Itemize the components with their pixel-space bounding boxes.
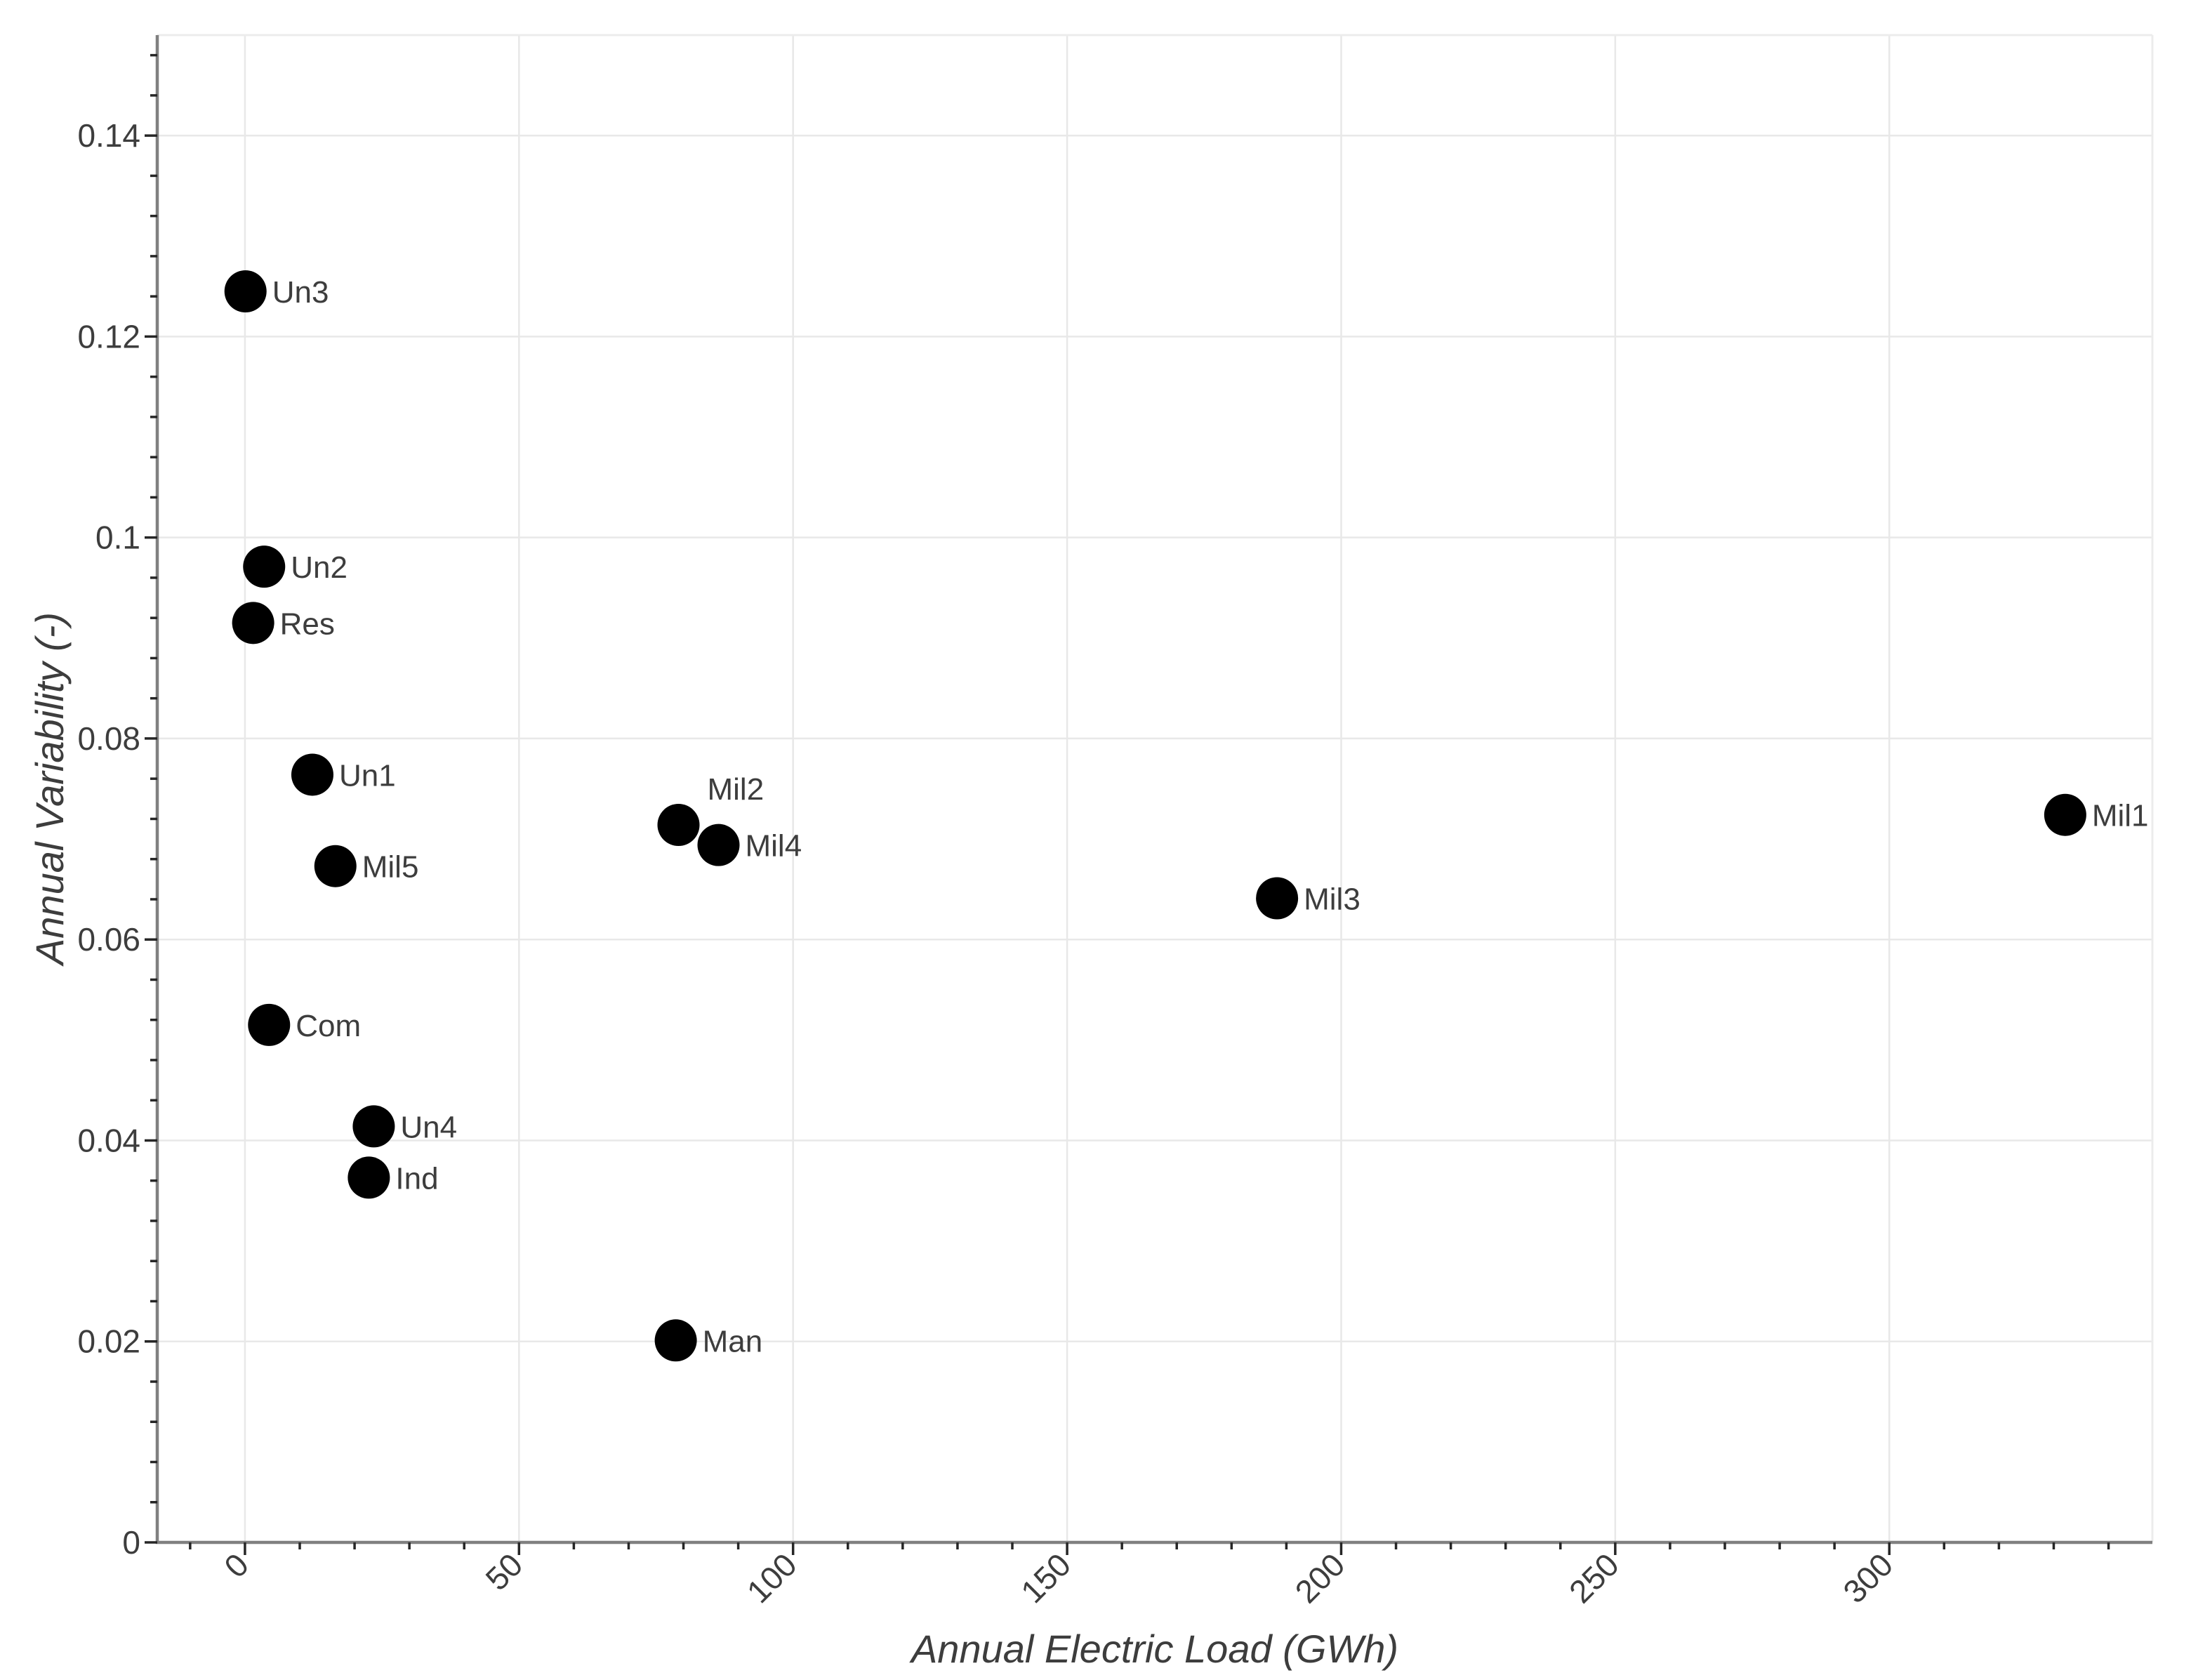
data-point — [243, 545, 286, 588]
point-label: Un3 — [272, 275, 329, 310]
point-label: Mil2 — [708, 772, 764, 807]
point-label: Un2 — [291, 550, 347, 585]
y-tick-label: 0.02 — [77, 1323, 140, 1360]
point-label: Mil5 — [362, 850, 419, 885]
y-tick-label: 0.1 — [95, 520, 140, 556]
point-label: Res — [280, 607, 335, 641]
point-label: Mil4 — [746, 829, 802, 864]
y-tick-label: 0.12 — [77, 318, 140, 355]
y-tick-label: 0.08 — [77, 720, 140, 757]
x-tick-label: 100 — [740, 1546, 804, 1610]
x-tick-label: 300 — [1836, 1546, 1900, 1610]
x-tick-label: 50 — [478, 1546, 529, 1597]
point-label: Un1 — [339, 758, 396, 793]
data-point — [1256, 877, 1299, 920]
data-point — [248, 1003, 291, 1046]
x-axis-title: Annual Electric Load (GWh) — [909, 1627, 1398, 1671]
data-point — [2044, 793, 2086, 836]
data-point — [347, 1156, 390, 1199]
data-point — [657, 804, 700, 847]
x-tick-label: 150 — [1014, 1546, 1078, 1610]
point-label: Com — [296, 1009, 361, 1043]
data-point — [352, 1105, 395, 1148]
data-point — [654, 1319, 697, 1362]
data-point — [314, 845, 357, 887]
data-point — [697, 824, 740, 866]
y-tick-label: 0.06 — [77, 921, 140, 958]
data-point — [232, 602, 274, 644]
y-axis-title: Annual Variability (-) — [27, 612, 72, 967]
x-tick-label: 0 — [217, 1546, 256, 1585]
point-label: Man — [703, 1324, 763, 1358]
point-label: Ind — [395, 1161, 438, 1196]
y-tick-label: 0.14 — [77, 117, 140, 154]
x-tick-label: 250 — [1562, 1546, 1626, 1610]
point-label: Mil3 — [1304, 882, 1361, 917]
data-point — [291, 753, 333, 796]
point-label: Un4 — [400, 1110, 457, 1144]
x-tick-label: 200 — [1288, 1546, 1351, 1610]
data-point — [224, 270, 267, 312]
y-tick-label: 0.04 — [77, 1122, 140, 1158]
y-tick-label: 0 — [122, 1524, 140, 1561]
point-label: Mil1 — [2092, 799, 2149, 833]
